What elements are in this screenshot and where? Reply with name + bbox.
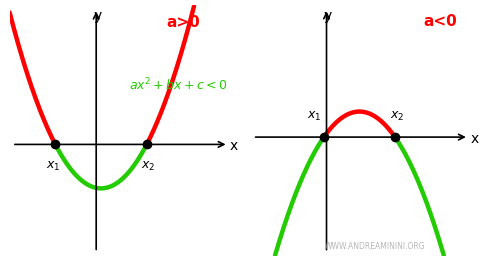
Text: a<0: a<0: [422, 14, 456, 29]
Text: WWW.ANDREAMININI.ORG: WWW.ANDREAMININI.ORG: [324, 242, 425, 251]
Text: y: y: [93, 9, 101, 23]
Text: $x_1$: $x_1$: [46, 160, 60, 173]
Text: x: x: [469, 132, 478, 146]
Text: x: x: [229, 139, 238, 153]
Text: $ax^2+bx+c<0$: $ax^2+bx+c<0$: [128, 77, 227, 93]
Text: $x_1$: $x_1$: [307, 109, 321, 123]
Text: y: y: [323, 9, 331, 22]
Text: $x_2$: $x_2$: [141, 160, 156, 173]
Text: $x_2$: $x_2$: [390, 109, 404, 123]
Text: a>0: a>0: [166, 15, 199, 30]
